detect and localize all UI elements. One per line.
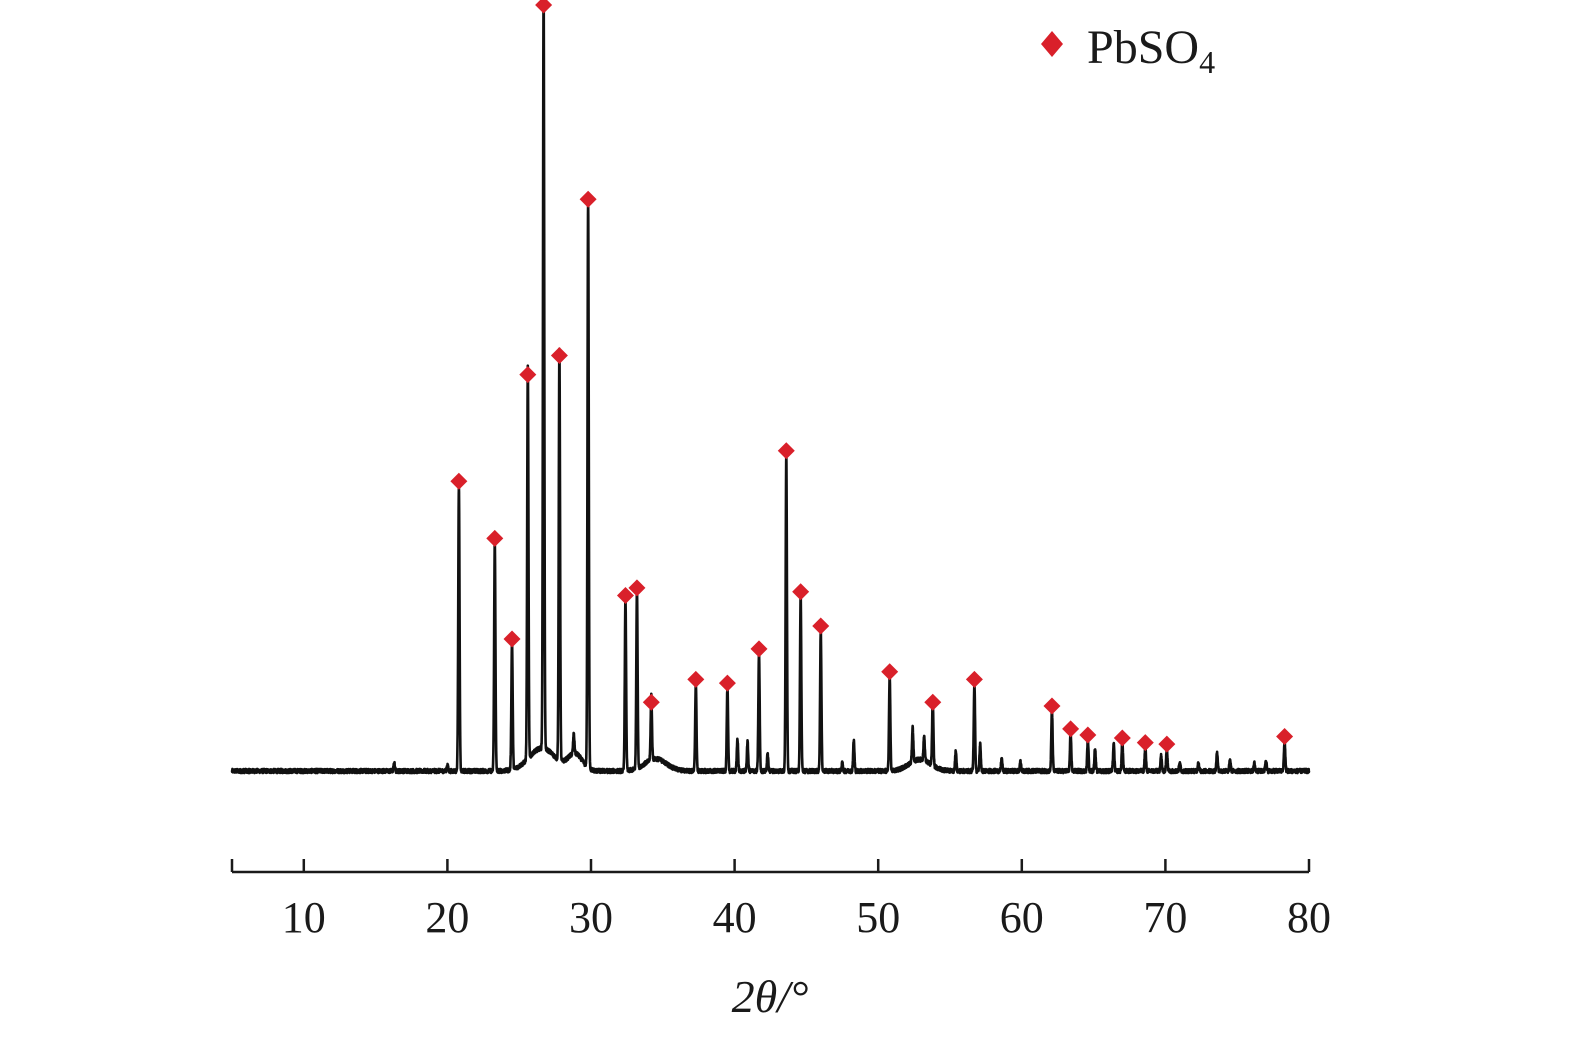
pbso4-peak-marker xyxy=(1079,726,1097,744)
pbso4-peak-marker xyxy=(924,693,942,711)
legend-label-main: PbSO xyxy=(1087,21,1199,74)
pbso4-peak-marker xyxy=(965,670,983,688)
pbso4-peak-marker xyxy=(792,583,810,601)
x-tick-label: 20 xyxy=(425,893,469,942)
pbso4-peak-marker xyxy=(1113,729,1131,747)
pbso4-peak-marker xyxy=(519,366,537,384)
pbso4-peak-marker xyxy=(642,693,660,711)
pbso4-peak-marker xyxy=(1276,728,1294,746)
pbso4-peak-marker xyxy=(535,0,553,14)
plot-area xyxy=(230,0,1311,775)
pbso4-peak-marker xyxy=(777,442,795,460)
pbso4-peak-marker xyxy=(450,472,468,490)
x-tick-label: 30 xyxy=(569,893,613,942)
pbso4-peak-marker xyxy=(1158,735,1176,753)
legend-diamond-icon xyxy=(1041,31,1063,57)
pbso4-peak-marker xyxy=(1136,734,1154,752)
x-tick-label: 60 xyxy=(1000,893,1044,942)
legend-label-subscript: 4 xyxy=(1199,44,1215,80)
pbso4-peak-marker xyxy=(687,670,705,688)
pbso4-peak-marker xyxy=(503,630,521,648)
pbso4-peak-marker xyxy=(718,674,736,692)
x-tick-label: 80 xyxy=(1287,893,1331,942)
x-tick-label: 40 xyxy=(713,893,757,942)
pbso4-peak-marker xyxy=(881,663,899,681)
legend: PbSO4 xyxy=(1041,21,1215,80)
pbso4-peak-marker xyxy=(616,587,634,605)
x-tick-label: 70 xyxy=(1143,893,1187,942)
pbso4-peak-marker xyxy=(579,190,597,208)
pbso4-peak-marker xyxy=(1043,697,1061,715)
x-axis-label: 2θ/° xyxy=(732,971,809,1022)
xrd-pattern-line xyxy=(230,0,1311,775)
legend-label: PbSO4 xyxy=(1087,21,1215,80)
pbso4-peak-marker xyxy=(628,579,646,597)
pbso4-peak-marker xyxy=(486,529,504,547)
peak-markers xyxy=(450,0,1294,753)
pbso4-peak-marker xyxy=(750,640,768,658)
x-axis: 10 20 30 40 50 60 70 80 xyxy=(230,859,1331,942)
pbso4-peak-marker xyxy=(550,347,568,365)
pbso4-peak-marker xyxy=(812,617,830,635)
x-tick-label: 50 xyxy=(856,893,900,942)
x-tick-label: 10 xyxy=(282,893,326,942)
pbso4-peak-marker xyxy=(1062,720,1080,738)
